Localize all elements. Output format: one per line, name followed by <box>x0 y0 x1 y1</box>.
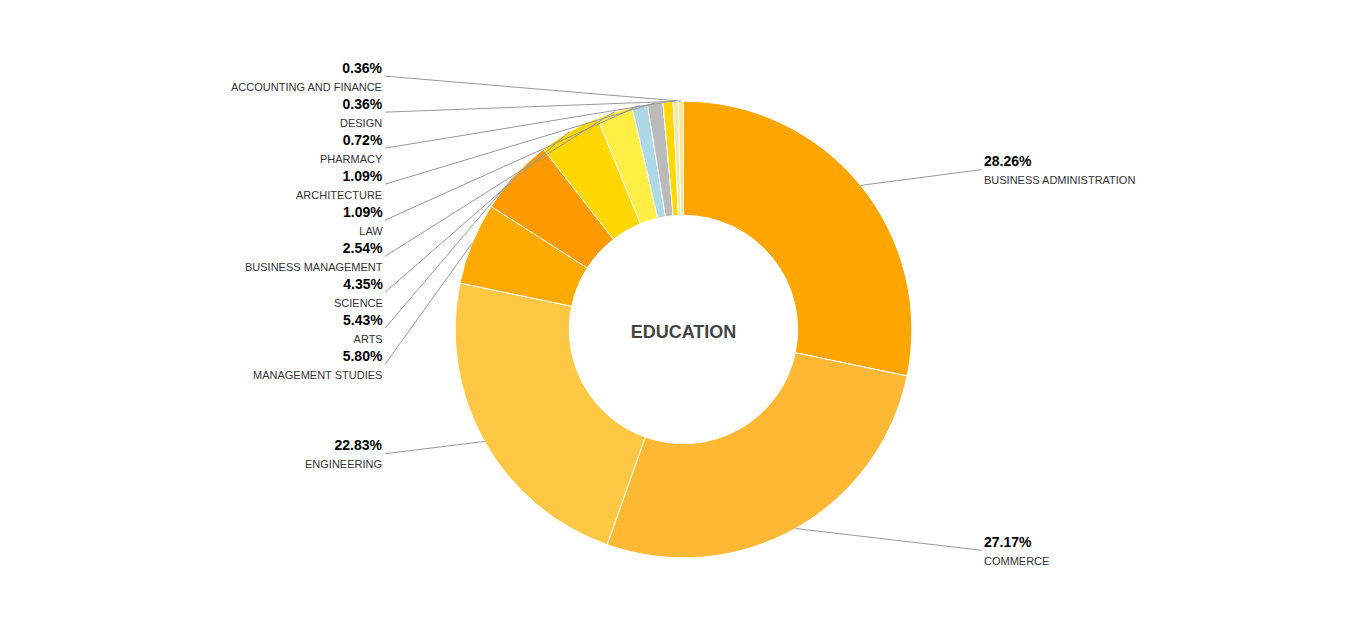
svg-text:0.36%ACCOUNTING AND FINANCE: 0.36%ACCOUNTING AND FINANCE <box>231 60 383 93</box>
svg-text:EDUCATION: EDUCATION <box>631 322 737 342</box>
svg-text:5.80%MANAGEMENT STUDIES: 5.80%MANAGEMENT STUDIES <box>253 348 383 381</box>
svg-text:22.83%ENGINEERING: 22.83%ENGINEERING <box>305 437 383 470</box>
svg-text:28.26%BUSINESS ADMINISTRATION: 28.26%BUSINESS ADMINISTRATION <box>984 153 1135 186</box>
svg-text:0.36%DESIGN: 0.36%DESIGN <box>340 96 383 129</box>
svg-text:27.17%COMMERCE: 27.17%COMMERCE <box>984 534 1049 567</box>
svg-text:1.09%LAW: 1.09%LAW <box>343 204 383 237</box>
svg-text:1.09%ARCHITECTURE: 1.09%ARCHITECTURE <box>296 168 383 201</box>
svg-text:0.72%PHARMACY: 0.72%PHARMACY <box>320 132 383 165</box>
svg-text:2.54%BUSINESS MANAGEMENT: 2.54%BUSINESS MANAGEMENT <box>245 240 383 273</box>
svg-text:4.35%SCIENCE: 4.35%SCIENCE <box>334 276 383 309</box>
svg-text:5.43%ARTS: 5.43%ARTS <box>343 312 383 345</box>
